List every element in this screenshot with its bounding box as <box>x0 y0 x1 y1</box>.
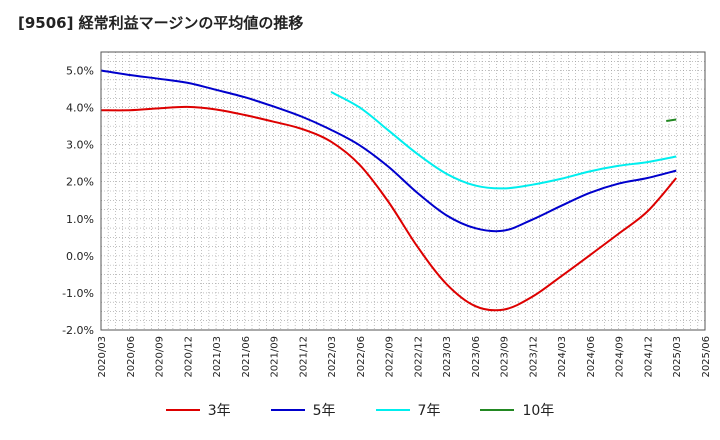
legend-item: 10年 <box>480 400 554 420</box>
x-tick-label: 2023/12 <box>528 336 539 378</box>
legend-swatch <box>480 409 515 411</box>
x-tick-label: 2022/09 <box>385 336 396 378</box>
y-tick-label: 1.0% <box>66 213 94 226</box>
x-tick-label: 2021/06 <box>241 336 252 378</box>
y-axis-ticks: -2.0% -1.0% 0.0% 1.0% 2.0% 3.0% 4.0% 5.0% <box>62 65 94 337</box>
x-tick-label: 2024/12 <box>643 336 654 378</box>
legend-label: 5年 <box>312 403 336 419</box>
x-tick-label: 2024/09 <box>615 336 626 378</box>
legend-swatch <box>375 409 410 411</box>
x-tick-label: 2020/12 <box>183 336 194 378</box>
legend-item: 3年 <box>165 400 231 420</box>
x-tick-label: 2024/06 <box>586 336 597 378</box>
series-line-3年 <box>100 105 677 312</box>
plot-frame <box>100 51 706 331</box>
x-tick-label: 2025/06 <box>701 336 712 378</box>
x-tick-label: 2022/03 <box>327 336 338 378</box>
series-line-5年 <box>100 69 677 233</box>
x-tick-label: 2022/06 <box>356 336 367 378</box>
legend-label: 7年 <box>417 403 441 419</box>
y-tick-label: 3.0% <box>66 139 94 152</box>
y-tick-label: -1.0% <box>62 287 94 300</box>
series-line-7年 <box>330 91 677 190</box>
x-tick-label: 2021/03 <box>212 336 223 378</box>
series-lines <box>100 69 677 312</box>
x-tick-label: 2023/03 <box>442 336 453 378</box>
x-tick-label: 2023/09 <box>500 336 511 378</box>
y-tick-label: 0.0% <box>66 250 94 263</box>
x-tick-label: 2025/03 <box>672 336 683 378</box>
x-tick-label: 2020/06 <box>126 336 137 378</box>
y-tick-label: -2.0% <box>62 324 94 337</box>
legend: 3年 5年 7年 10年 <box>0 400 720 420</box>
x-tick-label: 2023/06 <box>471 336 482 378</box>
x-tick-label: 2021/09 <box>270 336 281 378</box>
legend-item: 5年 <box>270 400 336 420</box>
legend-label: 3年 <box>207 403 231 419</box>
gridlines <box>100 51 706 331</box>
x-tick-label: 2024/03 <box>557 336 568 378</box>
legend-swatch <box>270 409 305 411</box>
legend-swatch <box>165 409 200 411</box>
series-line-10年 <box>666 118 677 122</box>
legend-item: 7年 <box>375 400 441 420</box>
line-chart: -2.0% -1.0% 0.0% 1.0% 2.0% 3.0% 4.0% 5.0% 2020/… <box>62 51 712 378</box>
y-tick-label: 4.0% <box>66 102 94 115</box>
legend-label: 10年 <box>522 403 555 419</box>
x-tick-label: 2022/12 <box>413 336 424 378</box>
x-tick-label: 2020/09 <box>155 336 166 378</box>
x-tick-label: 2020/03 <box>97 336 108 378</box>
y-tick-label: 2.0% <box>66 176 94 189</box>
y-tick-label: 5.0% <box>66 65 94 78</box>
x-axis-ticks: 2020/03 2020/06 2020/09 2020/12 2021/03 2021/… <box>97 336 712 378</box>
chart-title: [9506] 経常利益マージンの平均値の推移 <box>18 14 304 32</box>
x-tick-label: 2021/12 <box>298 336 309 378</box>
